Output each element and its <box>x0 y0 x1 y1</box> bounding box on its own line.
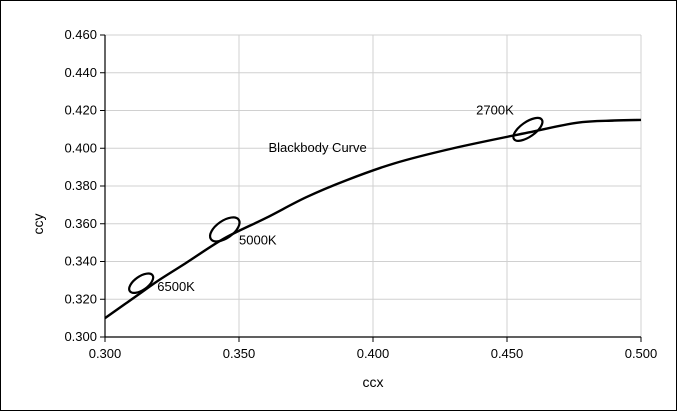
y-tick-labels: 0.300 0.320 0.340 0.360 0.380 0.400 0.420 0.440… <box>64 27 97 344</box>
blackbody-series <box>104 118 642 320</box>
blackbody-curve-line <box>104 118 642 320</box>
y-tick-label: 0.300 <box>64 329 97 344</box>
y-axis-title: ccy <box>30 214 46 235</box>
annotation-2700k: 2700K <box>476 102 514 117</box>
annotation-6500k: 6500K <box>157 279 195 294</box>
ellipse-2700k <box>512 116 544 142</box>
x-tick-label: 0.350 <box>223 346 256 361</box>
x-axis-title: ccx <box>363 374 384 390</box>
annotations: Blackbody Curve 2700K 5000K 6500K <box>157 102 514 293</box>
annotation-5000k: 5000K <box>239 233 277 248</box>
y-tick-label: 0.360 <box>64 216 97 231</box>
y-tick-label: 0.320 <box>64 291 97 306</box>
x-tick-label: 0.450 <box>491 346 524 361</box>
y-tick-label: 0.400 <box>64 140 97 155</box>
x-tick-labels: 0.300 0.350 0.400 0.450 0.500 <box>89 346 658 361</box>
x-tick-label: 0.500 <box>625 346 658 361</box>
y-tick-label: 0.420 <box>64 103 97 118</box>
ellipse-6500k <box>128 272 155 294</box>
cct-ellipses <box>128 116 544 294</box>
ellipse-5000k <box>208 216 241 243</box>
annotation-blackbody-curve: Blackbody Curve <box>268 140 366 155</box>
y-tick-label: 0.380 <box>64 178 97 193</box>
x-tick-label: 0.300 <box>89 346 122 361</box>
y-tick-label: 0.460 <box>64 27 97 42</box>
axes <box>100 34 642 342</box>
y-tick-label: 0.440 <box>64 65 97 80</box>
x-tick-label: 0.400 <box>357 346 390 361</box>
y-tick-label: 0.340 <box>64 254 97 269</box>
